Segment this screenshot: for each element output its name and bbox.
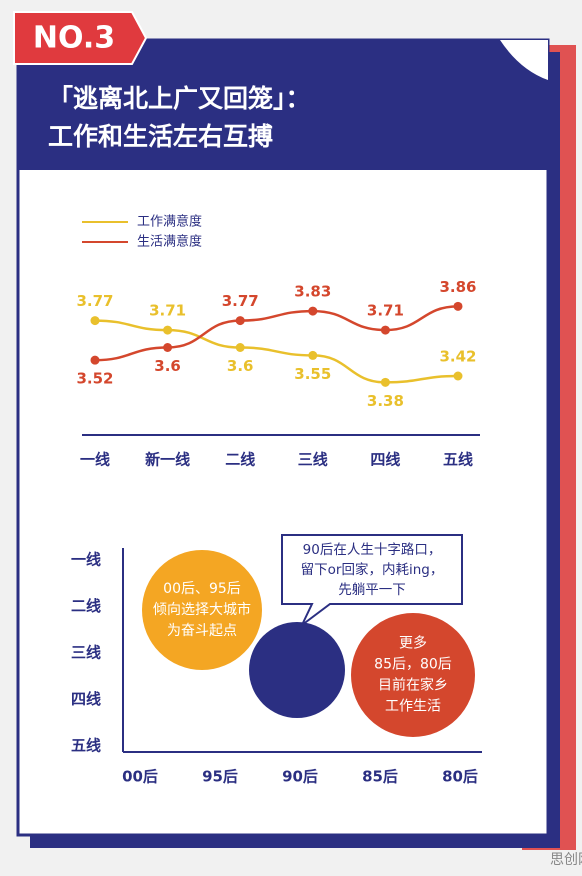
x-tick-label: 二线 xyxy=(225,451,255,469)
bubble-text: 工作生活 xyxy=(385,699,441,715)
watermark: 思创网 xyxy=(550,852,582,868)
title: 「逃离北上广又回笼」： xyxy=(48,84,311,113)
callout-text: 先躺平一下 xyxy=(338,582,406,598)
x-tick-label: 95后 xyxy=(202,768,238,786)
x-tick-label: 90后 xyxy=(282,768,318,786)
data-label: 3.86 xyxy=(439,278,476,296)
bubble-text: 更多 xyxy=(399,635,427,652)
point xyxy=(308,350,318,360)
x-tick-label: 00后 xyxy=(122,768,158,786)
badge-text: NO.3 xyxy=(33,21,115,56)
bubble-text: 85后，80后 xyxy=(374,657,452,673)
x-tick-label: 80后 xyxy=(442,768,478,786)
data-label: 3.83 xyxy=(294,283,331,301)
x-tick-label: 四线 xyxy=(370,451,400,469)
data-label: 3.42 xyxy=(439,348,476,366)
badge xyxy=(13,11,148,65)
y-tick-label: 二线 xyxy=(71,597,101,615)
x-tick-label: 三线 xyxy=(298,451,328,469)
y-tick-label: 五线 xyxy=(71,737,101,755)
data-label: 3.77 xyxy=(76,292,113,310)
bubble-text: 00后、95后 xyxy=(163,581,241,597)
x-tick-label: 一线 xyxy=(80,451,110,469)
x-tick-label: 85后 xyxy=(362,768,398,786)
point xyxy=(163,343,173,352)
x-tick-label: 五线 xyxy=(443,451,473,469)
data-label: 3.77 xyxy=(222,292,259,310)
point xyxy=(90,316,100,326)
legend-label: 工作满意度 xyxy=(137,214,202,230)
data-label: 3.6 xyxy=(154,357,181,375)
legend-label: 生活满意度 xyxy=(137,234,202,250)
data-label: 3.71 xyxy=(367,302,404,320)
data-label: 3.38 xyxy=(367,392,404,410)
point xyxy=(380,377,390,387)
data-label: 3.52 xyxy=(76,370,113,388)
bubble-text: 倾向选择大城市 xyxy=(153,601,251,618)
data-label: 3.71 xyxy=(149,302,186,320)
y-tick-label: 三线 xyxy=(71,644,101,662)
point xyxy=(453,301,463,311)
point xyxy=(235,343,245,352)
data-label: 3.6 xyxy=(227,357,254,375)
data-label: 3.55 xyxy=(294,365,331,383)
point xyxy=(163,325,173,335)
x-tick-label: 新一线 xyxy=(145,451,190,469)
bubble-text: 为奋斗起点 xyxy=(167,623,237,639)
bubble xyxy=(142,550,262,670)
y-tick-label: 一线 xyxy=(71,551,101,569)
line xyxy=(94,305,459,362)
point xyxy=(235,316,245,326)
point xyxy=(308,306,318,316)
page-curl xyxy=(500,40,548,80)
callout-box xyxy=(281,534,463,626)
bubble-text: 目前在家乡 xyxy=(378,677,448,694)
point xyxy=(453,371,463,381)
callout-text: 留下or回家，内耗ing， xyxy=(301,561,444,578)
bubble xyxy=(351,613,475,737)
point xyxy=(90,355,100,365)
point xyxy=(380,325,390,335)
callout-text: 90后在人生十字路口， xyxy=(303,542,442,558)
bubble xyxy=(249,622,345,718)
title: 工作和生活左右互搏 xyxy=(48,122,273,151)
y-tick-label: 四线 xyxy=(71,690,101,708)
